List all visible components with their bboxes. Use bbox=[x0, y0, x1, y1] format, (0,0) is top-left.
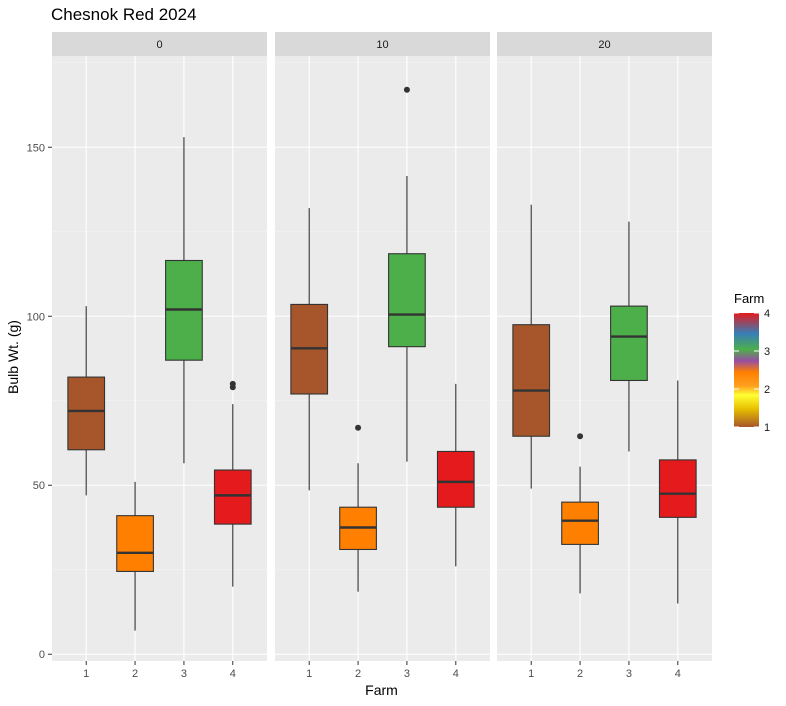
legend-colorbar bbox=[734, 313, 759, 427]
box-farm-3 bbox=[388, 86, 426, 462]
x-tick-label: 1 bbox=[306, 668, 312, 680]
facet-panels: 0 1 2 3 4 10 1 2 3 4 20 1 2 3 4 bbox=[52, 32, 712, 680]
box-farm-2 bbox=[561, 433, 599, 594]
x-tick-label: 3 bbox=[626, 668, 632, 680]
chart-title: Chesnok Red 2024 bbox=[51, 5, 197, 24]
box-iqr bbox=[67, 376, 106, 451]
box-farm-4 bbox=[436, 383, 475, 567]
x-axis-title: Farm bbox=[365, 682, 398, 698]
box-iqr bbox=[658, 459, 697, 518]
box-farm-4 bbox=[213, 380, 252, 587]
facet-panel-20: 20 1 2 3 4 bbox=[497, 32, 712, 680]
box-iqr bbox=[213, 469, 252, 525]
legend: Farm 4 3 2 1 bbox=[734, 291, 770, 434]
outlier-point bbox=[403, 86, 410, 93]
x-tick-label: 4 bbox=[453, 668, 459, 680]
legend-label: 4 bbox=[764, 308, 770, 320]
facet-strip-label: 0 bbox=[156, 39, 162, 51]
facet-panel-10: 10 1 2 3 4 bbox=[275, 32, 490, 680]
x-tick-label: 3 bbox=[404, 668, 410, 680]
box-farm-2 bbox=[116, 481, 154, 631]
box-iqr bbox=[610, 305, 648, 382]
box-farm-3 bbox=[165, 137, 203, 464]
y-axis-title: Bulb Wt. (g) bbox=[5, 320, 21, 394]
panel-background bbox=[52, 56, 267, 661]
facet-panel-0: 0 1 2 3 4 bbox=[52, 32, 267, 680]
y-tick-label: 50 bbox=[33, 480, 45, 492]
x-tick-label: 2 bbox=[577, 668, 583, 680]
outlier-point bbox=[577, 433, 584, 440]
box-iqr bbox=[512, 324, 551, 437]
x-tick-label: 3 bbox=[181, 668, 187, 680]
outlier-point bbox=[229, 380, 236, 387]
box-farm-3 bbox=[610, 221, 648, 452]
legend-label: 1 bbox=[764, 422, 770, 434]
box-iqr bbox=[561, 501, 599, 545]
legend-label: 2 bbox=[764, 384, 770, 396]
facet-strip-label: 20 bbox=[598, 39, 610, 51]
box-iqr bbox=[116, 515, 154, 572]
x-tick-label: 4 bbox=[230, 668, 236, 680]
box-farm-1 bbox=[290, 208, 329, 491]
x-tick-label: 1 bbox=[528, 668, 534, 680]
facet-strip bbox=[275, 32, 490, 56]
box-farm-1 bbox=[512, 204, 551, 489]
legend-label: 3 bbox=[764, 346, 770, 358]
outlier-point bbox=[355, 424, 362, 431]
facet-strip bbox=[497, 32, 712, 56]
facet-strip-label: 10 bbox=[376, 39, 388, 51]
x-tick-label: 4 bbox=[675, 668, 681, 680]
box-farm-2 bbox=[339, 424, 377, 592]
y-axis: 0 50 100 150 bbox=[27, 142, 52, 661]
legend-title: Farm bbox=[734, 291, 764, 306]
box-farm-4 bbox=[658, 380, 697, 604]
x-tick-label: 2 bbox=[355, 668, 361, 680]
x-tick-label: 1 bbox=[83, 668, 89, 680]
y-tick-label: 100 bbox=[27, 311, 45, 323]
box-farm-1 bbox=[67, 306, 106, 496]
y-tick-label: 150 bbox=[27, 142, 45, 154]
box-iqr bbox=[388, 253, 426, 348]
facet-strip bbox=[52, 32, 267, 56]
x-tick-label: 2 bbox=[132, 668, 138, 680]
y-tick-label: 0 bbox=[39, 649, 45, 661]
box-iqr bbox=[436, 450, 475, 508]
